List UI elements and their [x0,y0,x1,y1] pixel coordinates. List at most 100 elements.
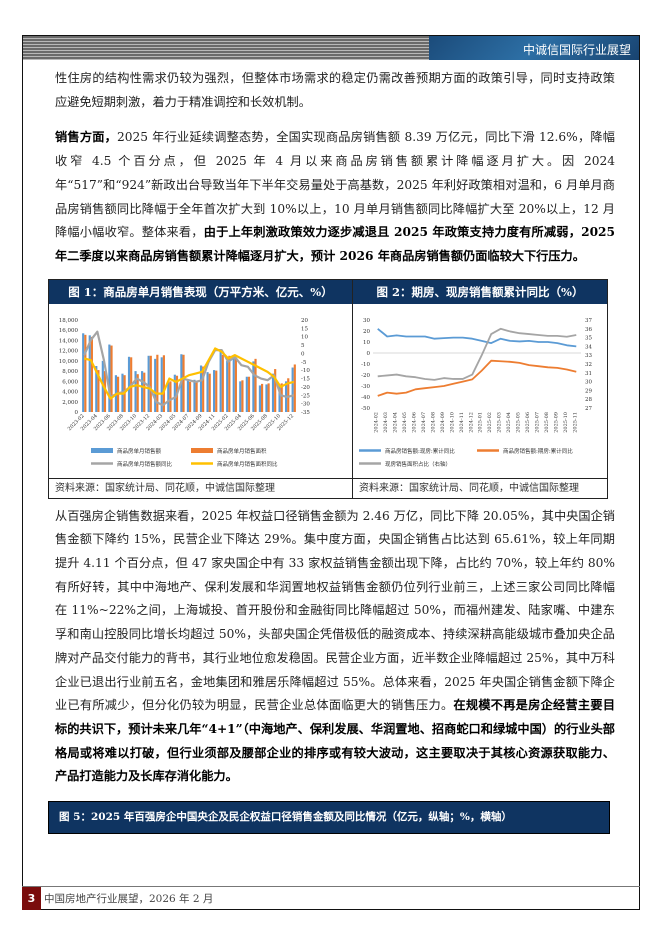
x-tick-label: 2024-10 [449,412,455,433]
x-tick-label: 2025-10 [563,412,569,433]
y2-tick-label: 34 [585,344,592,350]
figure-row: 图 1：商品房单月销售表现（万平方米、亿元、%） 0 2,000 4,000 6,00… [48,278,608,499]
bar [245,376,248,412]
x-tick-label: 2025-08 [544,412,550,433]
legend-label: 商品房单月销售面积 [217,447,267,455]
page-number: 3 [22,887,41,910]
bar [127,356,131,412]
series-line [84,346,294,400]
legend-swatch [91,447,113,453]
figure-5-title: 图 5：2025 年百强房企中国央企及民企权益口径销售金额及同比情况（亿元，纵轴… [48,801,610,835]
legend-label: 商品房单月销售额 [117,447,162,455]
y2-tick-label: 33 [585,353,592,359]
y-tick-label: 12,000 [59,348,79,354]
y-tick-label: 4,000 [62,389,78,395]
series-line [377,327,577,381]
y2-tick-label: -20 [301,385,310,391]
y2-tick-label: 15 [301,326,308,332]
bar [278,385,281,412]
y-tick-label: 14,000 [59,338,79,344]
x-tick-label: 2024-05 [402,412,408,433]
y2-tick-label: -35 [301,410,310,416]
y-tick-label: -10 [361,362,370,368]
x-tick-label: 2025-02 [487,412,493,433]
y-tick-label: 16,000 [59,328,79,334]
header-brand: 中诚信国际行业展望 [429,36,639,60]
y-tick-label: 2,000 [62,399,78,405]
y2-tick-label: -25 [301,393,310,399]
x-tick-label: 2025-05 [516,412,522,433]
y2-tick-label: 0 [301,351,305,357]
y2-tick-label: -10 [301,368,310,374]
bar [226,360,229,412]
page-footer: 3 中国房地产行业展望，2026 年 2 月 [22,886,640,910]
bar [169,380,172,412]
bar [252,361,255,412]
bar [221,354,224,412]
x-tick-label: 2024-07 [421,412,427,433]
bar [254,358,257,412]
x-tick-label: 2025-04 [506,412,512,433]
para2-bold: 由于上年刺激政策效力逐步减退且 2025 年政策支持力度有所减弱，2025 年二… [55,225,616,263]
figure-2: 图 2：期房、现房销售额累计同比（%） -50 -40 -30 -20 -10 0 10 20… [352,278,608,499]
y-tick-label: 10 [363,340,370,346]
bar [267,383,270,412]
bar [193,379,196,412]
y2-tick-label: 28 [585,397,592,403]
series-line [377,327,577,347]
bar [271,373,275,412]
bar [95,365,98,412]
y2-tick-label: 37 [585,318,592,324]
y2-tick-label: -30 [301,401,310,407]
para3-body: 从百强房企销售数据来看，2025 年权益口径销售金额为 2.46 万亿，同比下降… [55,508,615,713]
paragraph-1: 性住房的结构性需求仍较为强烈，但整体市场需求的稳定仍需改善预期方面的政策引导，同… [55,71,615,109]
bar [291,367,294,412]
y-tick-label: 6,000 [62,379,78,385]
y-tick-label: -50 [361,406,370,412]
bar [88,334,91,412]
bar [261,383,264,412]
bar [258,385,261,412]
x-tick-label: 2025-07 [534,412,540,433]
bar [265,384,268,412]
y2-tick-label: 5 [301,343,305,349]
figure-2-title: 图 2：期房、现房销售额累计同比（%） [353,279,607,304]
legend-label: 现房销售面积占比（右轴） [385,460,451,468]
bar [110,345,113,412]
bar [232,357,235,412]
x-tick-label: 2024-06 [412,412,418,433]
y2-tick-label: 35 [585,335,592,341]
x-tick-label: 2025-06 [525,412,531,433]
page-header: 中诚信国际行业展望 [23,36,639,60]
bar [202,366,205,412]
y-tick-label: -30 [361,384,370,390]
y2-tick-label: 29 [585,388,592,394]
bar [274,368,277,412]
bar [90,336,93,412]
x-tick-label: 2024-08 [430,412,436,433]
y-tick-label: 18,000 [59,318,79,324]
x-tick-label: 2024-12 [468,412,474,433]
y2-tick-label: 10 [301,334,308,340]
x-tick-label: 2024-11 [459,412,465,433]
footer-text: 中国房地产行业展望，2026 年 2 月 [44,893,214,905]
y2-tick-label: 27 [585,406,592,412]
bar [149,355,152,412]
bar [108,344,111,412]
y-tick-label: 30 [363,318,370,324]
bar [173,374,176,412]
bar [199,365,203,412]
x-tick-label: 2025-09 [553,412,559,433]
bar [293,364,296,412]
bar [208,373,211,412]
para2-lead: 销售方面， [55,130,118,145]
y-tick-label: 20 [363,329,370,335]
bar [239,380,242,412]
chart-1: 0 2,000 4,000 6,000 8,000 10,000 12,000 14,000 1… [59,318,311,468]
bar [162,354,165,412]
y-tick-label: -20 [361,373,370,379]
bar [189,381,192,412]
bar [154,358,157,412]
y2-tick-label: 32 [585,362,592,368]
bar [182,354,185,412]
